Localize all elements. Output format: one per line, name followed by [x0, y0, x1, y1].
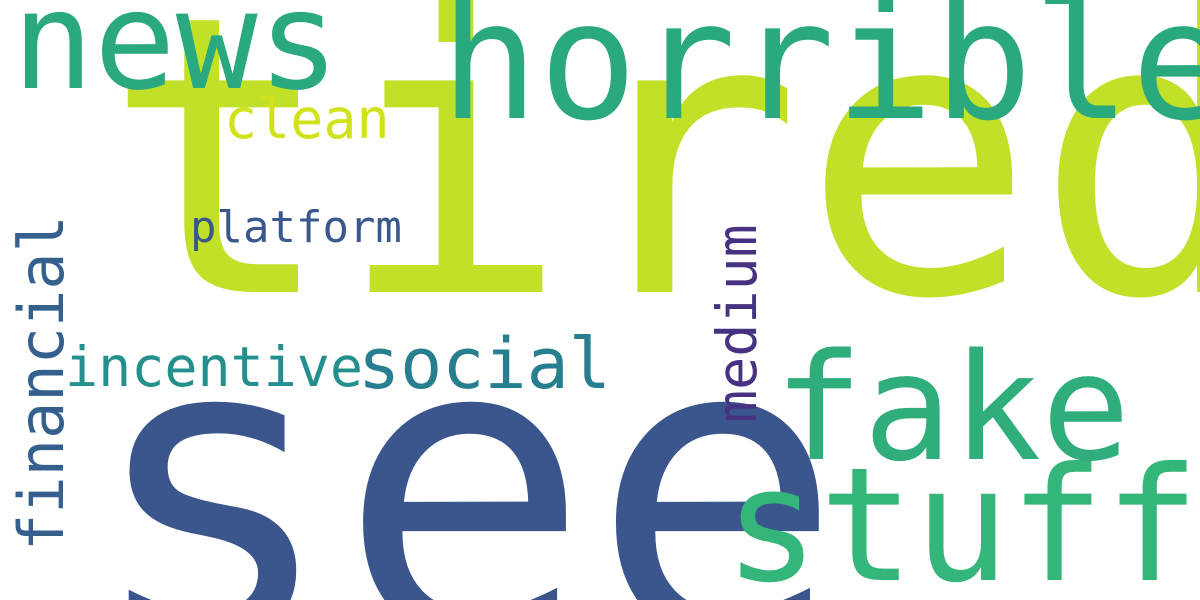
word-financial: financial: [5, 215, 78, 551]
word-see: see: [85, 248, 844, 600]
word-horrible: horrible: [440, 0, 1200, 157]
word-stuff: stuff: [724, 434, 1200, 600]
word-platform: platform: [190, 202, 402, 253]
word-social: social: [358, 323, 611, 405]
word-news: news: [12, 0, 340, 121]
word-incentive: incentive: [65, 335, 364, 399]
word-medium: medium: [705, 224, 769, 423]
word-fake: fake: [774, 322, 1131, 494]
word-clean: clean: [224, 87, 390, 151]
word-tired: tired: [103, 0, 1200, 384]
